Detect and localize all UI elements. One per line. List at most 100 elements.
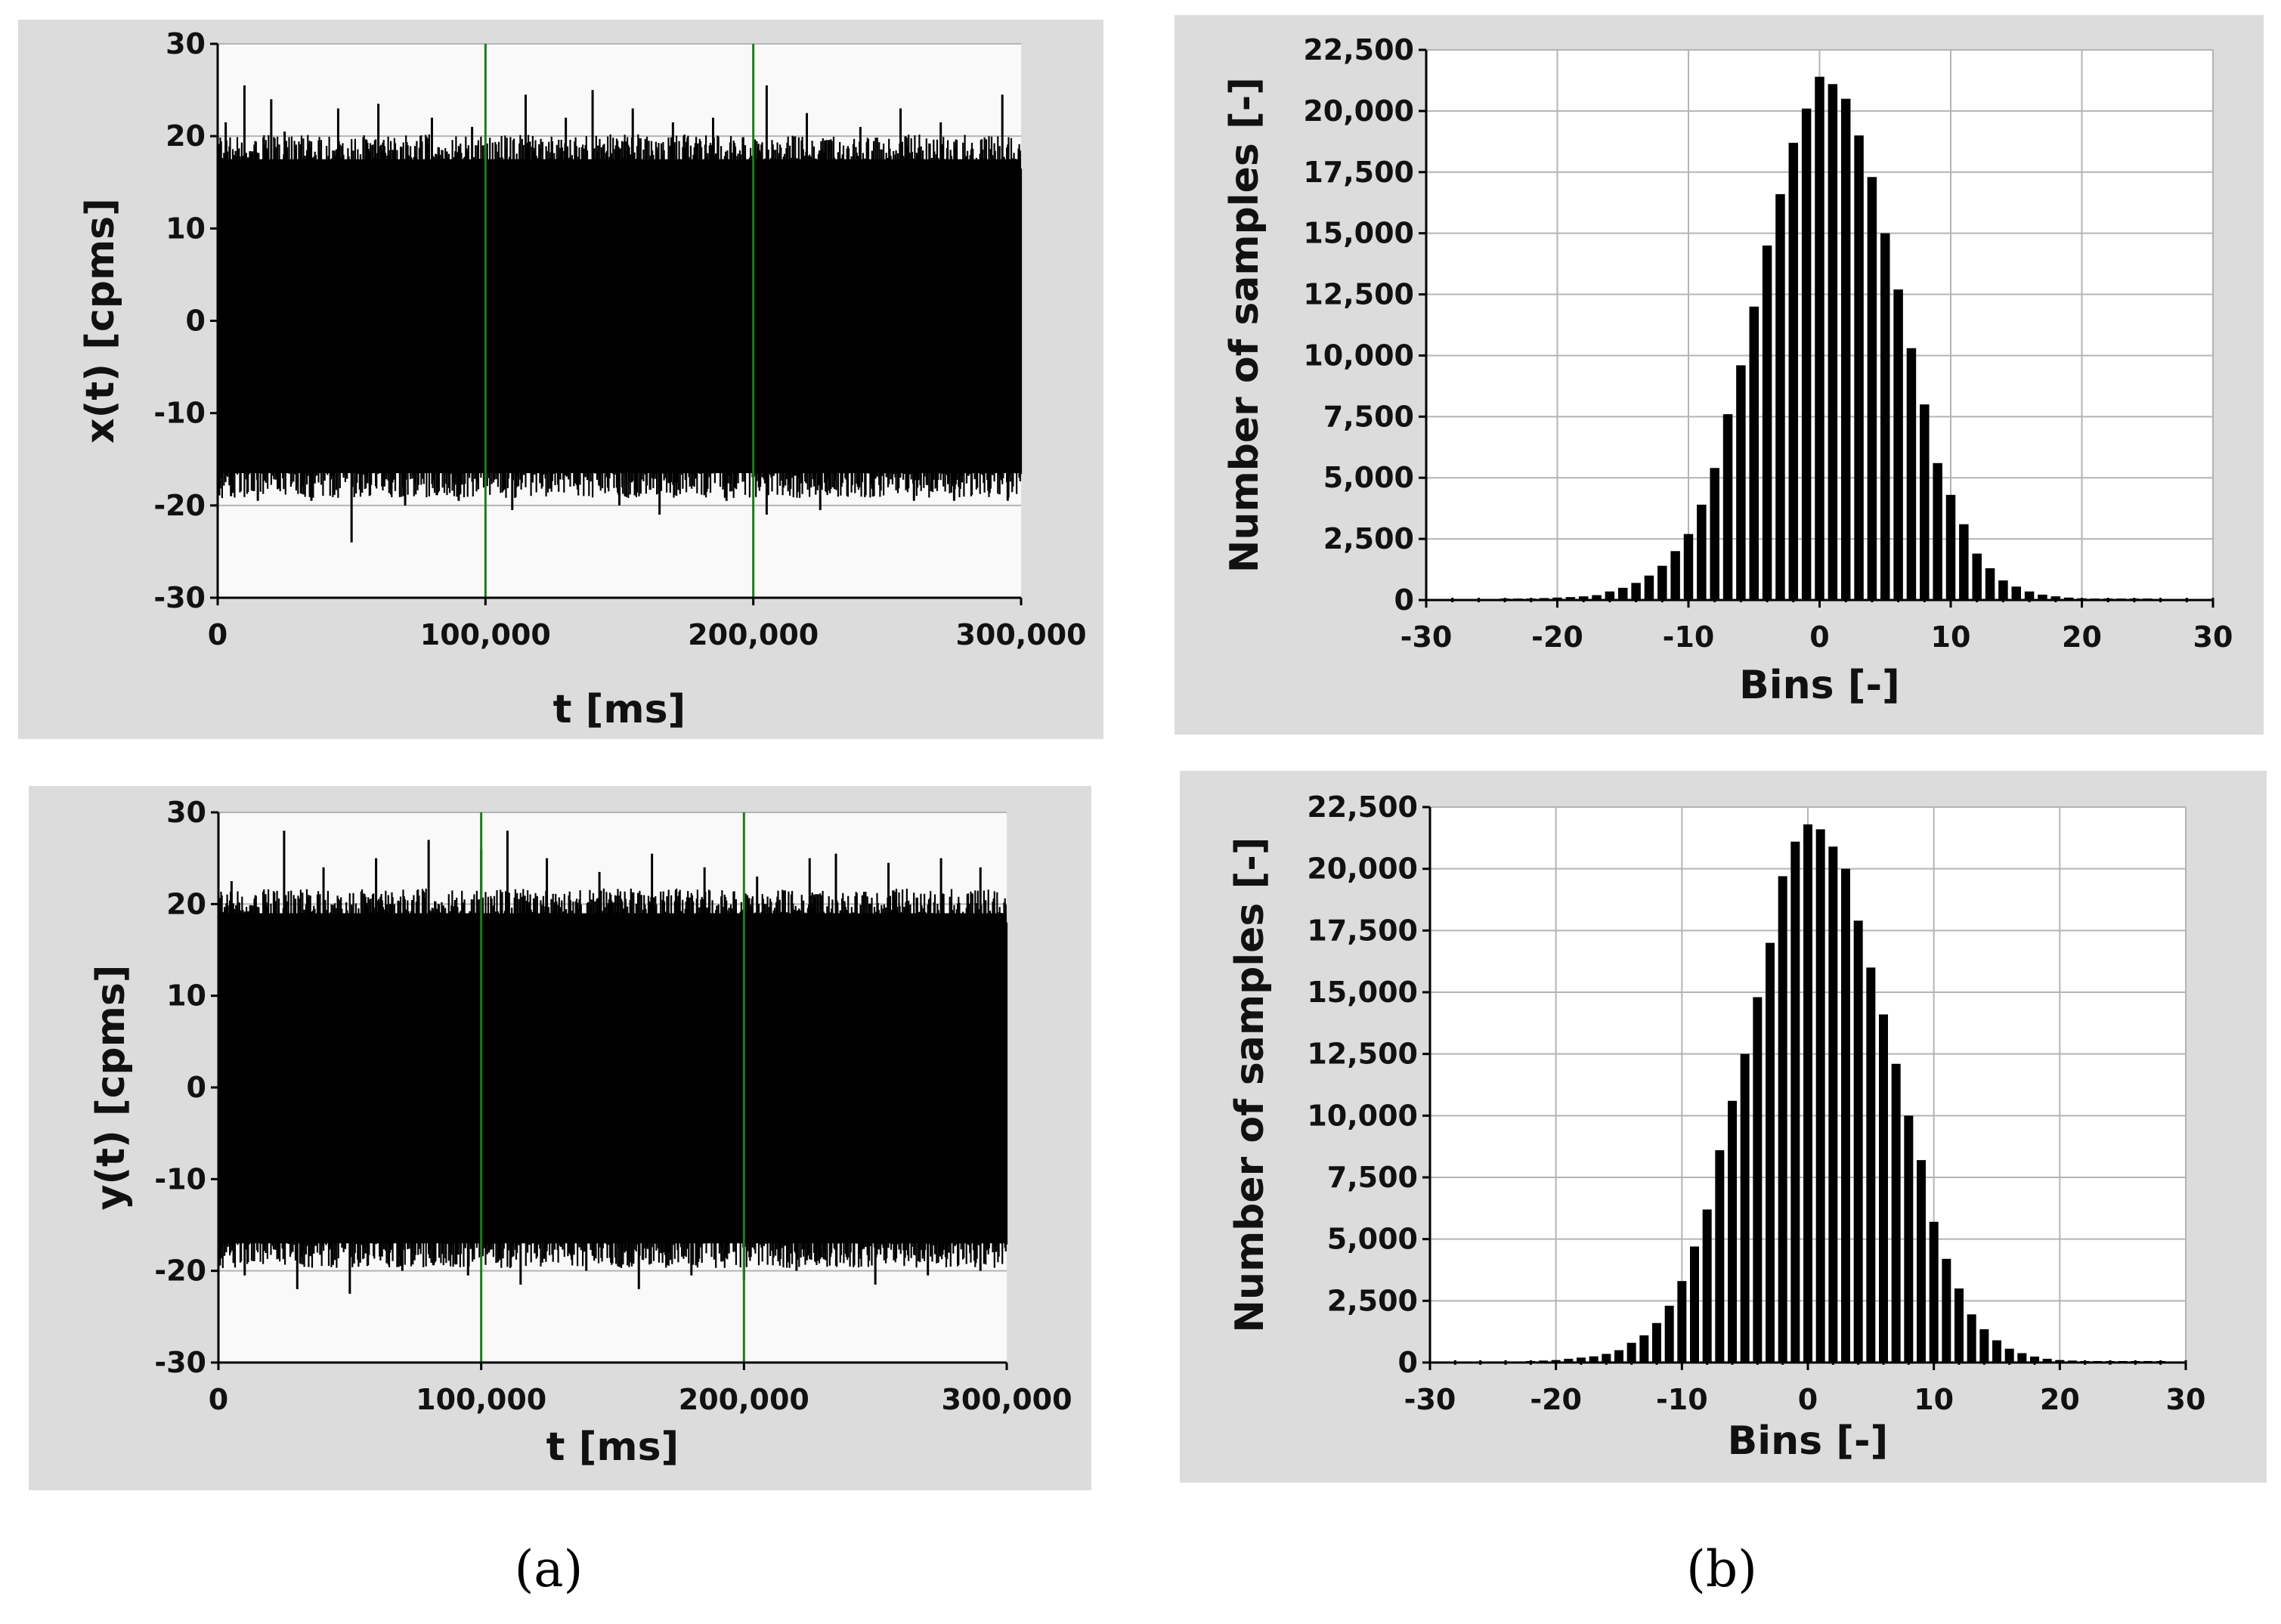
histogram-bar xyxy=(1577,1357,1586,1363)
histogram-bar xyxy=(2011,586,2021,600)
x-tick-label: 30 xyxy=(2193,620,2233,654)
x-tick-label: 0 xyxy=(208,618,227,651)
histogram-bar xyxy=(1979,1329,1989,1363)
histogram-bar xyxy=(2017,1353,2027,1363)
figure-label-b: (b) xyxy=(1686,1540,1757,1598)
x-tick-label: 10 xyxy=(1914,1383,1954,1416)
x-tick-label: 300,000 xyxy=(941,1383,1072,1416)
histogram-bar xyxy=(1854,135,1864,600)
y-tick-label: 0 xyxy=(1394,583,1414,617)
x-tick-label: 20 xyxy=(2062,620,2102,654)
y-tick-label: 17,500 xyxy=(1307,914,1418,947)
histogram-bar xyxy=(1602,1353,1611,1363)
y-tick-label: 5,000 xyxy=(1323,461,1414,494)
y-axis-title: Number of samples [-] xyxy=(1222,77,1267,573)
histogram-bar xyxy=(1652,1322,1661,1363)
histogram-bar xyxy=(2030,1356,2039,1363)
x-tick-label: 30 xyxy=(2166,1383,2206,1416)
histogram-bar xyxy=(1954,1288,1964,1363)
histogram-bar xyxy=(1677,1281,1687,1363)
histogram-bar xyxy=(1828,84,1838,600)
y-tick-label: -20 xyxy=(154,1254,206,1288)
y-tick-label: 5,000 xyxy=(1327,1223,1418,1256)
histogram-bar xyxy=(1762,245,1772,600)
x-tick-label: -20 xyxy=(1530,1383,1582,1416)
y-tick-label: 20,000 xyxy=(1303,94,1414,128)
y-tick-label: 10,000 xyxy=(1303,339,1414,372)
histogram-bar xyxy=(1893,289,1903,600)
figure-label-a: (a) xyxy=(514,1540,583,1598)
y-tick-label: 10 xyxy=(166,979,206,1013)
y-tick-label: 7,500 xyxy=(1327,1161,1418,1194)
histogram-bar xyxy=(1710,468,1719,600)
histogram-bar xyxy=(1790,841,1800,1363)
histogram-bar xyxy=(1690,1246,1699,1363)
y-tick-label: 0 xyxy=(186,305,206,338)
y-tick-label: 10,000 xyxy=(1307,1099,1418,1132)
histogram-bar xyxy=(1736,365,1746,600)
y-tick-label: 22,500 xyxy=(1307,790,1418,824)
histogram-bar xyxy=(1565,597,1576,600)
histogram-bar xyxy=(2063,597,2074,600)
histogram-bar xyxy=(1644,575,1654,600)
signal-trace xyxy=(216,134,1023,498)
x-tick-label: -30 xyxy=(1404,1383,1456,1416)
histogram-bar xyxy=(1840,98,1851,600)
y-tick-label: 0 xyxy=(1398,1346,1418,1379)
histogram-bar xyxy=(1972,553,1982,600)
y-axis-title: y(t) [cpms] xyxy=(88,964,134,1210)
histogram-bar xyxy=(1564,1359,1574,1363)
y-tick-label: 20 xyxy=(166,119,206,153)
histogram-bar xyxy=(1959,524,1969,600)
histogram-bar xyxy=(1592,595,1602,600)
histogram-bar xyxy=(1722,414,1733,600)
histogram-bar xyxy=(1933,462,1942,600)
histogram-bar xyxy=(1683,534,1694,600)
histogram-bar xyxy=(1998,580,2008,600)
y-tick-label: 15,000 xyxy=(1303,217,1414,250)
y-tick-label: 10 xyxy=(166,212,206,245)
histogram-bar xyxy=(1589,1356,1599,1363)
x-tick-label: -10 xyxy=(1656,1383,1708,1416)
x-axis-title: t [ms] xyxy=(546,1424,679,1470)
y-tick-label: -10 xyxy=(153,397,206,430)
histogram-bar xyxy=(1778,876,1787,1363)
histogram-bar xyxy=(1657,565,1667,600)
y-tick-label: 0 xyxy=(187,1071,206,1104)
x-tick-label: 200,000 xyxy=(679,1383,809,1416)
histogram-bar xyxy=(1891,1063,1901,1363)
histogram-bar xyxy=(1942,1258,1951,1363)
histogram-bar xyxy=(1605,591,1615,600)
histogram-bar xyxy=(2038,594,2047,600)
y-tick-label: 2,500 xyxy=(1323,522,1414,555)
y-tick-label: 12,500 xyxy=(1303,278,1414,311)
histogram-bar xyxy=(1728,1100,1737,1363)
x-axis-title: Bins [-] xyxy=(1739,663,1900,708)
histogram-bar xyxy=(1740,1053,1750,1363)
histogram-bar xyxy=(1828,846,1838,1363)
histogram-bar xyxy=(1815,76,1824,600)
histogram-bar xyxy=(1788,142,1799,600)
x-axis-title: t [ms] xyxy=(553,687,686,732)
y-tick-label: 15,000 xyxy=(1307,976,1418,1009)
x-tick-label: -30 xyxy=(1400,620,1453,654)
y-tick-label: 12,500 xyxy=(1307,1038,1418,1071)
histogram-bar xyxy=(1702,1209,1712,1363)
histogram-bar xyxy=(1815,829,1825,1363)
histogram-bar xyxy=(1992,1340,2001,1363)
x-tick-label: 100,000 xyxy=(420,618,551,651)
histogram-bar xyxy=(1906,348,1917,600)
histogram-bar xyxy=(1985,568,1995,600)
histogram-bar xyxy=(1801,108,1812,601)
histogram-bar xyxy=(1749,306,1759,600)
histogram-bar xyxy=(1880,233,1890,600)
histogram-bar xyxy=(1929,1221,1939,1363)
histogram-bar xyxy=(1670,551,1680,600)
y-tick-label: 20 xyxy=(166,887,206,920)
histogram-bar xyxy=(1879,1014,1888,1363)
histogram-bar xyxy=(1753,997,1763,1363)
x-tick-label: -10 xyxy=(1663,620,1715,654)
histogram-bar xyxy=(1775,193,1785,600)
histogram-bar xyxy=(1618,587,1628,600)
